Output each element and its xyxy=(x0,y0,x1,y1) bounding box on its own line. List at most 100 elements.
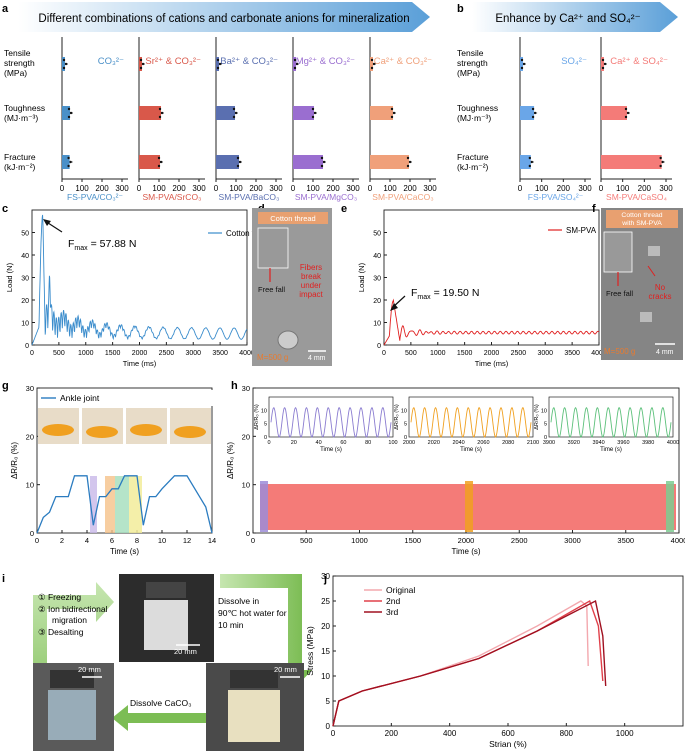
cycling-start-highlight xyxy=(260,481,268,532)
inset-x-tick: 0 xyxy=(267,440,270,446)
x-tick-label: 500 xyxy=(405,350,417,357)
inset-frame xyxy=(268,396,394,438)
panel-i-dissolve-1: Dissolve in xyxy=(218,596,259,606)
bar-tick-label: 200 xyxy=(95,184,109,193)
panel-b-row-tensile-unit: (MPa) xyxy=(457,68,480,78)
panel-c-letter: c xyxy=(2,203,8,215)
panel-a: a Different combinations of cations and … xyxy=(2,2,437,202)
x-tick-label: 3000 xyxy=(564,536,581,545)
x-tick-label: 400 xyxy=(443,729,457,738)
legend-label: 2nd xyxy=(386,596,400,606)
bar-point xyxy=(216,58,220,62)
inset-x-tick: 3960 xyxy=(617,440,629,446)
panel-f-label-bg xyxy=(606,210,678,228)
bar-tick-label: 100 xyxy=(75,184,89,193)
bar-tick-label: 100 xyxy=(152,184,166,193)
y-tick-label: 15 xyxy=(321,647,330,656)
inset-y-label: ΔR/R₀ (%) xyxy=(534,404,540,430)
inset-y-tick: 10 xyxy=(541,408,547,414)
bar-point xyxy=(158,107,162,111)
panel-b-row-tensile-2: strength xyxy=(457,58,488,68)
x-tick-label: 0 xyxy=(331,729,336,738)
bar-point xyxy=(293,66,297,70)
bar-point xyxy=(158,115,162,119)
ankle-phase-1 xyxy=(90,476,97,533)
bar-tick-label: 200 xyxy=(557,184,571,193)
inset-x-tick: 100 xyxy=(388,440,397,446)
panel-h-letter: h xyxy=(231,380,238,392)
bar-point xyxy=(236,164,240,168)
panel-e-fmax-arrowhead xyxy=(390,303,398,311)
bar-point xyxy=(406,164,410,168)
panel-j: j 0 200 400 600 800 1000 0 5 10 15 20 25 30 Strian (%… xyxy=(305,572,684,749)
bar-point xyxy=(390,115,394,119)
y-tick-label: 40 xyxy=(373,253,381,260)
y-tick-label: 30 xyxy=(373,276,381,283)
bar-tick-label: 100 xyxy=(306,184,320,193)
x-tick-label: 4000 xyxy=(591,350,607,357)
inset-x-tick: 2060 xyxy=(477,440,489,446)
panel-e-fmax: Fmax = 19.50 N xyxy=(411,287,479,301)
inset-x-tick: 60 xyxy=(340,440,346,446)
panel-c: c 0 500 1000 1500 2000 2500 3000 3500 4000 0 10 20 3… xyxy=(2,203,274,368)
bar xyxy=(293,57,296,71)
panel-a-row-toughness-unit: (MJ·m⁻³) xyxy=(4,113,38,123)
panel-b-banner: Enhance by Ca²⁺ and SO₄²⁻ xyxy=(495,13,640,25)
inset-x-tick: 2100 xyxy=(527,440,539,446)
bar-point xyxy=(157,156,161,160)
bar-tick-label: 100 xyxy=(616,184,630,193)
y-tick-label: 0 xyxy=(377,343,381,350)
x-tick-label: 8 xyxy=(135,536,139,545)
bar-point xyxy=(293,58,297,62)
x-tick-label: 2000 xyxy=(458,536,475,545)
bar-point xyxy=(311,107,315,111)
panel-i-step-2b: migration xyxy=(52,615,87,625)
bar-tick-label: 0 xyxy=(368,184,373,193)
panel-d-label-bg xyxy=(258,212,328,224)
bar-point xyxy=(67,164,70,168)
bar xyxy=(370,106,393,120)
x-tick-label: 12 xyxy=(183,536,191,545)
x-tick-label: 1500 xyxy=(404,536,421,545)
x-axis-label: Time (ms) xyxy=(123,359,157,368)
inset-x-tick: 3920 xyxy=(568,440,580,446)
y-tick-label: 20 xyxy=(321,622,330,631)
inset-y-tick: 0 xyxy=(544,435,547,441)
x-tick-label: 2500 xyxy=(511,536,528,545)
panel-i-step-2: ② Ion bidirectional xyxy=(38,604,108,614)
inset-x-tick: 2040 xyxy=(452,440,464,446)
bar xyxy=(520,57,523,71)
panel-d-free-fall: Free fall xyxy=(258,285,285,294)
x-tick-label: 3500 xyxy=(617,536,634,545)
panel-i-step-3: ③ Desalting xyxy=(38,627,84,637)
panel-a-row-fracture-unit: (kJ·m⁻²) xyxy=(4,162,36,172)
x-tick-label: 3000 xyxy=(185,350,201,357)
panel-f: f Cotton thread with SM-PVA Free fall No c… xyxy=(592,203,683,360)
bar-column-tag: SO₄²⁻ xyxy=(561,56,587,67)
bar-column-name: SM-PVA/BaCO₃ xyxy=(219,192,280,202)
x-tick-label: 0 xyxy=(35,536,39,545)
inset-x-tick: 2020 xyxy=(428,440,440,446)
bar-tick-label: 300 xyxy=(659,184,673,193)
y-tick-label: 0 xyxy=(30,529,34,538)
panel-c-fmax-arrowhead xyxy=(43,219,51,226)
bar-point xyxy=(370,58,374,62)
bar xyxy=(216,57,219,71)
panel-i: i ① Freezing ② Ion bidirectional migrati… xyxy=(2,573,312,751)
bar-tick-label: 0 xyxy=(599,184,604,193)
panel-i-dissolve-caco3: Dissolve CaCO₃ xyxy=(130,698,192,708)
inset-x-tick: 2080 xyxy=(502,440,514,446)
x-tick-label: 14 xyxy=(208,536,216,545)
panel-f-letter: f xyxy=(592,203,596,215)
bar xyxy=(601,57,604,71)
bar xyxy=(216,106,235,120)
panel-a-row-tensile: Tensile xyxy=(4,48,31,58)
panel-i-dissolve-2: 90℃ hot water for xyxy=(218,608,287,618)
inset-x-label: Time (s) xyxy=(320,447,342,453)
inset-x-tick: 20 xyxy=(291,440,297,446)
cotton-thread-load-curve xyxy=(31,214,248,346)
bar-column-name: FS-PVA/CO₃²⁻ xyxy=(67,192,123,202)
bar-point xyxy=(67,107,71,111)
panel-e-legend: SM-PVA xyxy=(566,226,597,235)
bar xyxy=(139,57,142,71)
